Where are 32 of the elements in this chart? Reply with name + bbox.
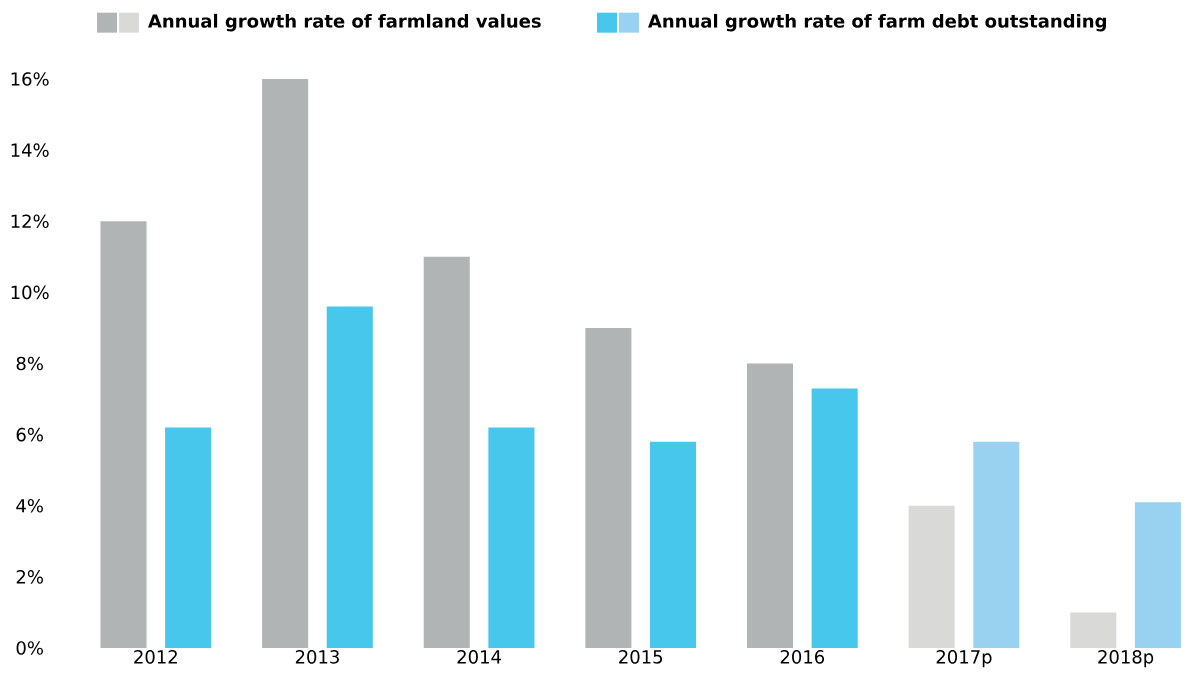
x-tick-label: 2018p xyxy=(1098,650,1154,668)
bar xyxy=(262,79,309,648)
y-tick-label: 6% xyxy=(16,427,43,442)
x-tick-label: 2013 xyxy=(295,650,339,664)
bar xyxy=(488,427,535,648)
bar xyxy=(650,441,697,648)
y-tick-label: 14% xyxy=(11,143,49,157)
y-tick-label: 12% xyxy=(11,214,49,229)
y-tick-label: 10% xyxy=(11,285,49,300)
y-tick-label: 2% xyxy=(16,570,43,584)
bar xyxy=(1134,502,1181,648)
legend-label: Annual growth rate of farmland values xyxy=(148,13,541,32)
x-tick-label: 2016 xyxy=(780,650,825,664)
y-tick-label: 8% xyxy=(16,356,43,371)
y-tick-label: 16% xyxy=(11,72,49,86)
x-tick-label: 2017p xyxy=(936,650,992,668)
x-tick-label: 2012 xyxy=(134,650,177,664)
bar xyxy=(165,427,212,648)
legend-label: Annual growth rate of farm debt outstanding xyxy=(648,13,1106,32)
bar xyxy=(908,505,955,648)
bar xyxy=(973,441,1020,648)
bar xyxy=(1070,612,1117,648)
y-tick-label: 0% xyxy=(16,641,43,655)
bar xyxy=(100,221,147,648)
bar xyxy=(811,388,858,648)
bar xyxy=(326,306,373,648)
x-tick-label: 2015 xyxy=(619,650,663,664)
x-tick-label: 2014 xyxy=(457,650,501,664)
y-tick-label: 4% xyxy=(16,498,43,513)
bar xyxy=(585,327,632,648)
bar xyxy=(746,363,794,648)
bar xyxy=(423,256,470,648)
